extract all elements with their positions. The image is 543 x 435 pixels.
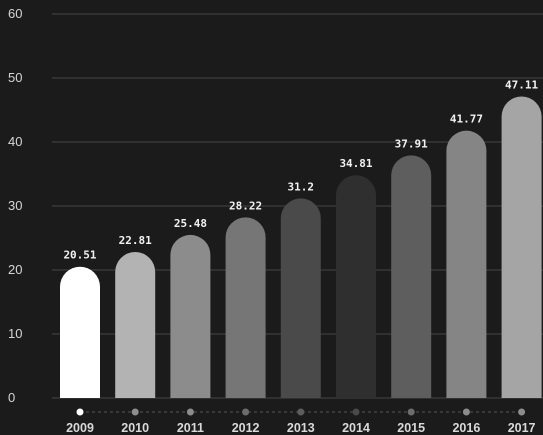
y-tick-label: 20 bbox=[8, 262, 22, 277]
y-tick-label: 40 bbox=[8, 134, 22, 149]
bar bbox=[501, 96, 542, 398]
x-tick-label: 2013 bbox=[287, 421, 315, 435]
timeline-dot bbox=[462, 408, 470, 416]
data-label: 37.91 bbox=[395, 137, 428, 150]
bar bbox=[391, 155, 432, 398]
x-tick-label: 2011 bbox=[177, 421, 204, 435]
timeline-dot bbox=[407, 408, 415, 416]
x-tick-label: 2015 bbox=[397, 421, 425, 435]
timeline-dot bbox=[242, 408, 250, 416]
data-label: 31.2 bbox=[288, 180, 315, 193]
data-label: 34.81 bbox=[339, 157, 372, 170]
bar bbox=[170, 234, 211, 398]
timeline-dot bbox=[131, 408, 139, 416]
bar bbox=[225, 217, 266, 398]
timeline-dot bbox=[76, 408, 84, 416]
bar bbox=[280, 198, 321, 398]
data-label: 22.81 bbox=[119, 234, 152, 247]
x-tick-label: 2010 bbox=[121, 421, 149, 435]
data-label: 47.11 bbox=[505, 78, 538, 91]
timeline-dot bbox=[518, 408, 526, 416]
x-tick-label: 2017 bbox=[508, 421, 536, 435]
y-tick-label: 10 bbox=[8, 326, 22, 341]
bar bbox=[115, 252, 156, 398]
data-label: 28.22 bbox=[229, 199, 262, 212]
timeline-dot bbox=[186, 408, 194, 416]
x-tick-label: 2012 bbox=[232, 421, 260, 435]
data-label: 41.77 bbox=[450, 113, 483, 126]
y-tick-label: 60 bbox=[8, 6, 22, 21]
bar bbox=[446, 130, 487, 398]
bar bbox=[60, 266, 100, 398]
y-tick-label: 0 bbox=[8, 390, 15, 405]
x-tick-label: 2014 bbox=[342, 421, 370, 435]
bar bbox=[336, 175, 376, 398]
data-label: 25.48 bbox=[174, 217, 207, 230]
y-tick-label: 50 bbox=[8, 70, 22, 85]
data-label: 20.51 bbox=[63, 249, 96, 262]
y-tick-label: 30 bbox=[8, 198, 22, 213]
timeline-dot bbox=[297, 408, 305, 416]
x-tick-label: 2009 bbox=[66, 421, 94, 435]
x-tick-label: 2016 bbox=[452, 421, 480, 435]
timeline-dot bbox=[352, 408, 360, 416]
